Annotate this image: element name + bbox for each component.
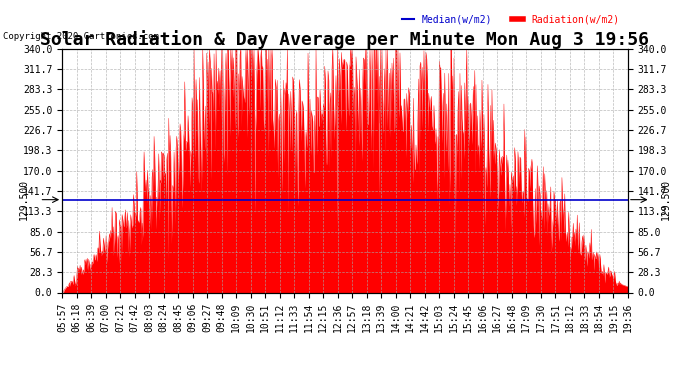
- Legend: Median(w/m2), Radiation(w/m2): Median(w/m2), Radiation(w/m2): [398, 11, 623, 29]
- Title: Solar Radiation & Day Average per Minute Mon Aug 3 19:56: Solar Radiation & Day Average per Minute…: [41, 30, 649, 49]
- Text: Copyright 2020 Cartronics.com: Copyright 2020 Cartronics.com: [3, 32, 159, 41]
- Text: 129.500: 129.500: [19, 179, 29, 220]
- Text: 129.500: 129.500: [661, 179, 671, 220]
